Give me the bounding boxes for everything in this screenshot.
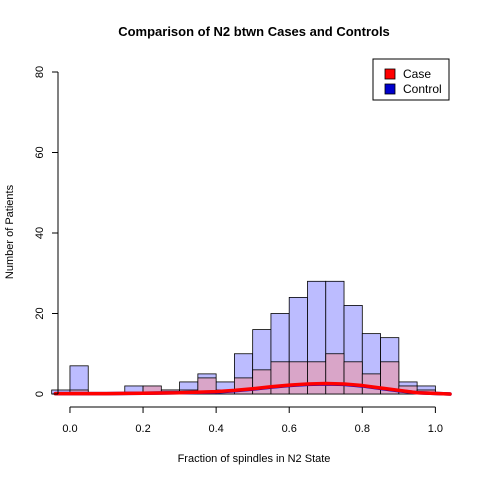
x-tick-label: 0.6 <box>282 423 297 435</box>
bar-case-13 <box>288 361 308 395</box>
x-tick-label: 0.8 <box>355 423 370 435</box>
y-tick-label: 20 <box>34 307 46 319</box>
density-lines-layer <box>53 381 452 396</box>
axes-layer: 0.0 0.2 0.4 0.6 0.8 1.0 0 20 40 60 80 <box>34 66 443 435</box>
y-tick-label: 60 <box>34 146 46 158</box>
bar-case-8 <box>197 377 217 395</box>
x-tick-label: 1.0 <box>428 423 443 435</box>
y-tick-label: 80 <box>34 66 46 78</box>
legend-label-case: Case <box>403 67 431 81</box>
legend-swatch-case <box>384 68 396 80</box>
density-line-case <box>53 381 452 396</box>
bar-case-12 <box>270 361 290 395</box>
bar-case-14 <box>307 361 327 395</box>
y-tick-label: 40 <box>34 227 46 239</box>
bar-case-16 <box>343 361 363 395</box>
x-axis-label: Fraction of spindles in N2 State <box>178 453 331 465</box>
x-tick-label: 0.0 <box>62 423 77 435</box>
x-tick-label: 0.4 <box>208 423 223 435</box>
chart-title: Comparison of N2 btwn Cases and Controls <box>118 24 390 39</box>
bars-layer <box>51 280 436 395</box>
legend-swatch-control <box>384 83 396 95</box>
bar-case-18 <box>380 361 400 395</box>
y-axis-label: Number of Patients <box>4 184 16 279</box>
y-tick-label: 0 <box>34 391 46 397</box>
x-tick-label: 0.2 <box>135 423 150 435</box>
bar-case-17 <box>361 373 381 395</box>
legend-label-control: Control <box>403 82 442 96</box>
bar-case-15 <box>325 353 345 395</box>
